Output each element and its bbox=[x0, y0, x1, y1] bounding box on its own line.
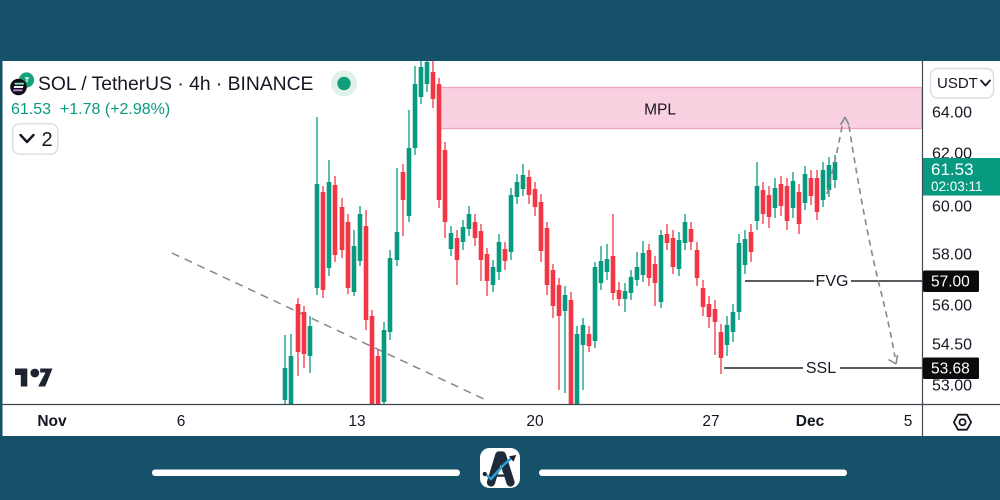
svg-text:20: 20 bbox=[526, 413, 544, 430]
svg-text:57.00: 57.00 bbox=[931, 273, 970, 290]
svg-text:58.00: 58.00 bbox=[932, 247, 972, 264]
svg-text:2: 2 bbox=[41, 129, 52, 151]
svg-text:Nov: Nov bbox=[37, 413, 67, 430]
svg-text:MPL: MPL bbox=[644, 102, 676, 119]
svg-text:SOL / TetherUS · 4h · BINANCE: SOL / TetherUS · 4h · BINANCE bbox=[38, 74, 314, 95]
svg-text:6: 6 bbox=[177, 413, 186, 430]
svg-text:56.00: 56.00 bbox=[932, 298, 972, 315]
svg-text:Dec: Dec bbox=[796, 413, 825, 430]
svg-text:53.00: 53.00 bbox=[932, 378, 972, 395]
svg-text:FVG: FVG bbox=[816, 273, 849, 290]
svg-text:SSL: SSL bbox=[806, 360, 836, 377]
svg-text:60.00: 60.00 bbox=[932, 199, 972, 216]
svg-text:USDT: USDT bbox=[937, 75, 978, 92]
svg-text:27: 27 bbox=[702, 413, 719, 430]
svg-text:61.53 +1.78 (+2.98%): 61.53 +1.78 (+2.98%) bbox=[11, 101, 170, 118]
svg-text:5: 5 bbox=[904, 413, 913, 430]
svg-text:61.53: 61.53 bbox=[931, 160, 974, 179]
svg-text:64.00: 64.00 bbox=[932, 105, 972, 122]
svg-text:54.50: 54.50 bbox=[932, 337, 972, 354]
svg-text:02:03:11: 02:03:11 bbox=[931, 179, 983, 194]
svg-text:53.68: 53.68 bbox=[931, 360, 970, 377]
svg-text:13: 13 bbox=[348, 413, 365, 430]
